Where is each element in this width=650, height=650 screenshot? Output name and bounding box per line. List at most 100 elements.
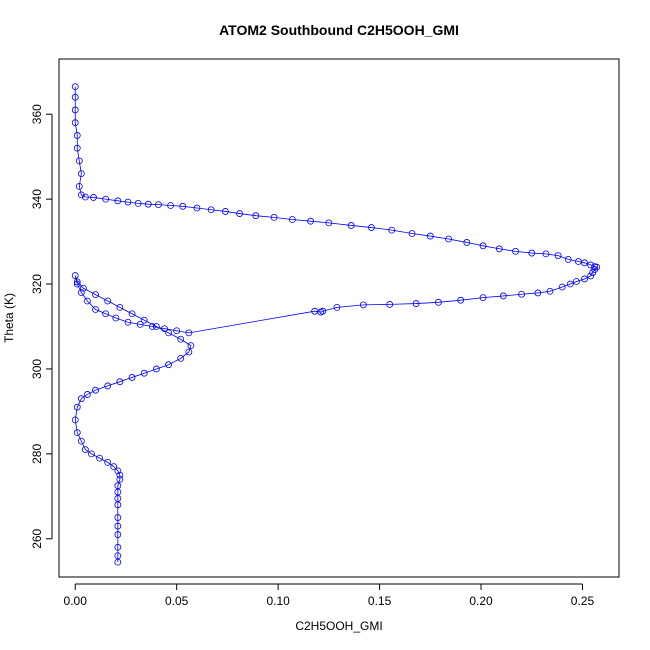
data-point [73,403,81,411]
y-tick-label: 300 [30,359,44,379]
y-tick-label: 340 [30,189,44,209]
data-point [325,219,333,227]
data-point [546,287,554,295]
data-point [104,297,112,305]
data-point [518,290,526,298]
data-point [136,320,144,328]
data-point [179,202,187,210]
y-axis-label: Theta (K) [2,293,16,343]
data-point [71,272,79,279]
data-point [347,222,355,229]
data-point [155,201,162,209]
data-point [88,450,95,458]
data-point [77,437,85,445]
y-tick-label: 260 [30,528,44,548]
data-point [134,199,142,207]
data-point [165,361,172,369]
data-point [102,195,110,203]
data-point [104,382,112,390]
data-point [128,374,136,381]
data-point [71,83,79,90]
x-tick-label: 0.00 [64,594,88,608]
data-point [173,327,181,335]
data-point [177,354,185,362]
data-point [534,289,542,297]
data-point [558,283,566,291]
x-tick-label: 0.25 [571,594,595,608]
data-point [581,275,588,283]
data-point [71,119,79,127]
data-point [73,429,81,437]
data-point [77,170,85,178]
chart-title: ATOM2 Southbound C2H5OOH_GMI [219,22,459,38]
data-point [499,292,507,300]
data-point [114,501,122,509]
data-point [73,278,81,286]
data-point [77,289,85,296]
data-point [73,132,81,139]
y-tick-label: 280 [30,444,44,464]
data-point [252,212,260,220]
data-point [479,242,487,250]
data-point [165,329,172,337]
data-point [114,197,122,205]
y-tick-label: 360 [30,104,44,124]
data-point [128,310,136,318]
data-point [77,395,85,403]
data-point [81,446,89,454]
data-point [84,297,91,305]
data-point [114,514,122,521]
data-point [75,182,83,190]
data-point [445,235,452,243]
data-point [114,543,122,551]
data-point [359,301,367,309]
data-point [564,256,572,263]
x-tick-label: 0.10 [266,594,290,608]
data-point [114,558,122,566]
plot-frame [58,58,620,578]
data-point [333,303,341,311]
data-point [463,239,471,246]
data-point [73,144,81,152]
data-point [193,204,201,212]
series-line [74,86,598,563]
data-layer [71,83,601,566]
y-axis: 260 280 300 320 340 360 [30,104,53,549]
data-point [566,280,574,288]
x-axis-label: C2H5OOH_GMI [295,619,382,633]
data-point [144,200,152,208]
data-point [92,306,99,313]
data-point [386,301,394,308]
data-point [77,191,85,199]
data-point [112,314,120,322]
y-tick-label: 320 [30,274,44,294]
data-point [412,300,420,307]
data-point [589,269,597,276]
data-point [408,230,416,237]
data-point [75,157,83,165]
data-point [71,416,79,424]
data-point [114,531,122,538]
data-point [187,342,195,350]
data-point [152,365,160,373]
x-tick-label: 0.20 [469,594,493,608]
data-point [110,463,118,471]
data-point [152,323,160,330]
data-point [81,193,89,201]
data-point [90,194,97,201]
data-point [221,208,229,215]
data-point [161,325,168,333]
data-point [124,318,132,326]
x-tick-label: 0.15 [368,594,392,608]
data-point [479,294,487,302]
data-point [581,259,588,267]
data-point [92,386,99,394]
data-point [435,298,442,306]
data-point [572,278,580,285]
data-point [177,335,185,343]
data-point [96,454,103,462]
data-point [207,206,215,214]
data-point [368,224,375,231]
data-point [140,369,148,377]
